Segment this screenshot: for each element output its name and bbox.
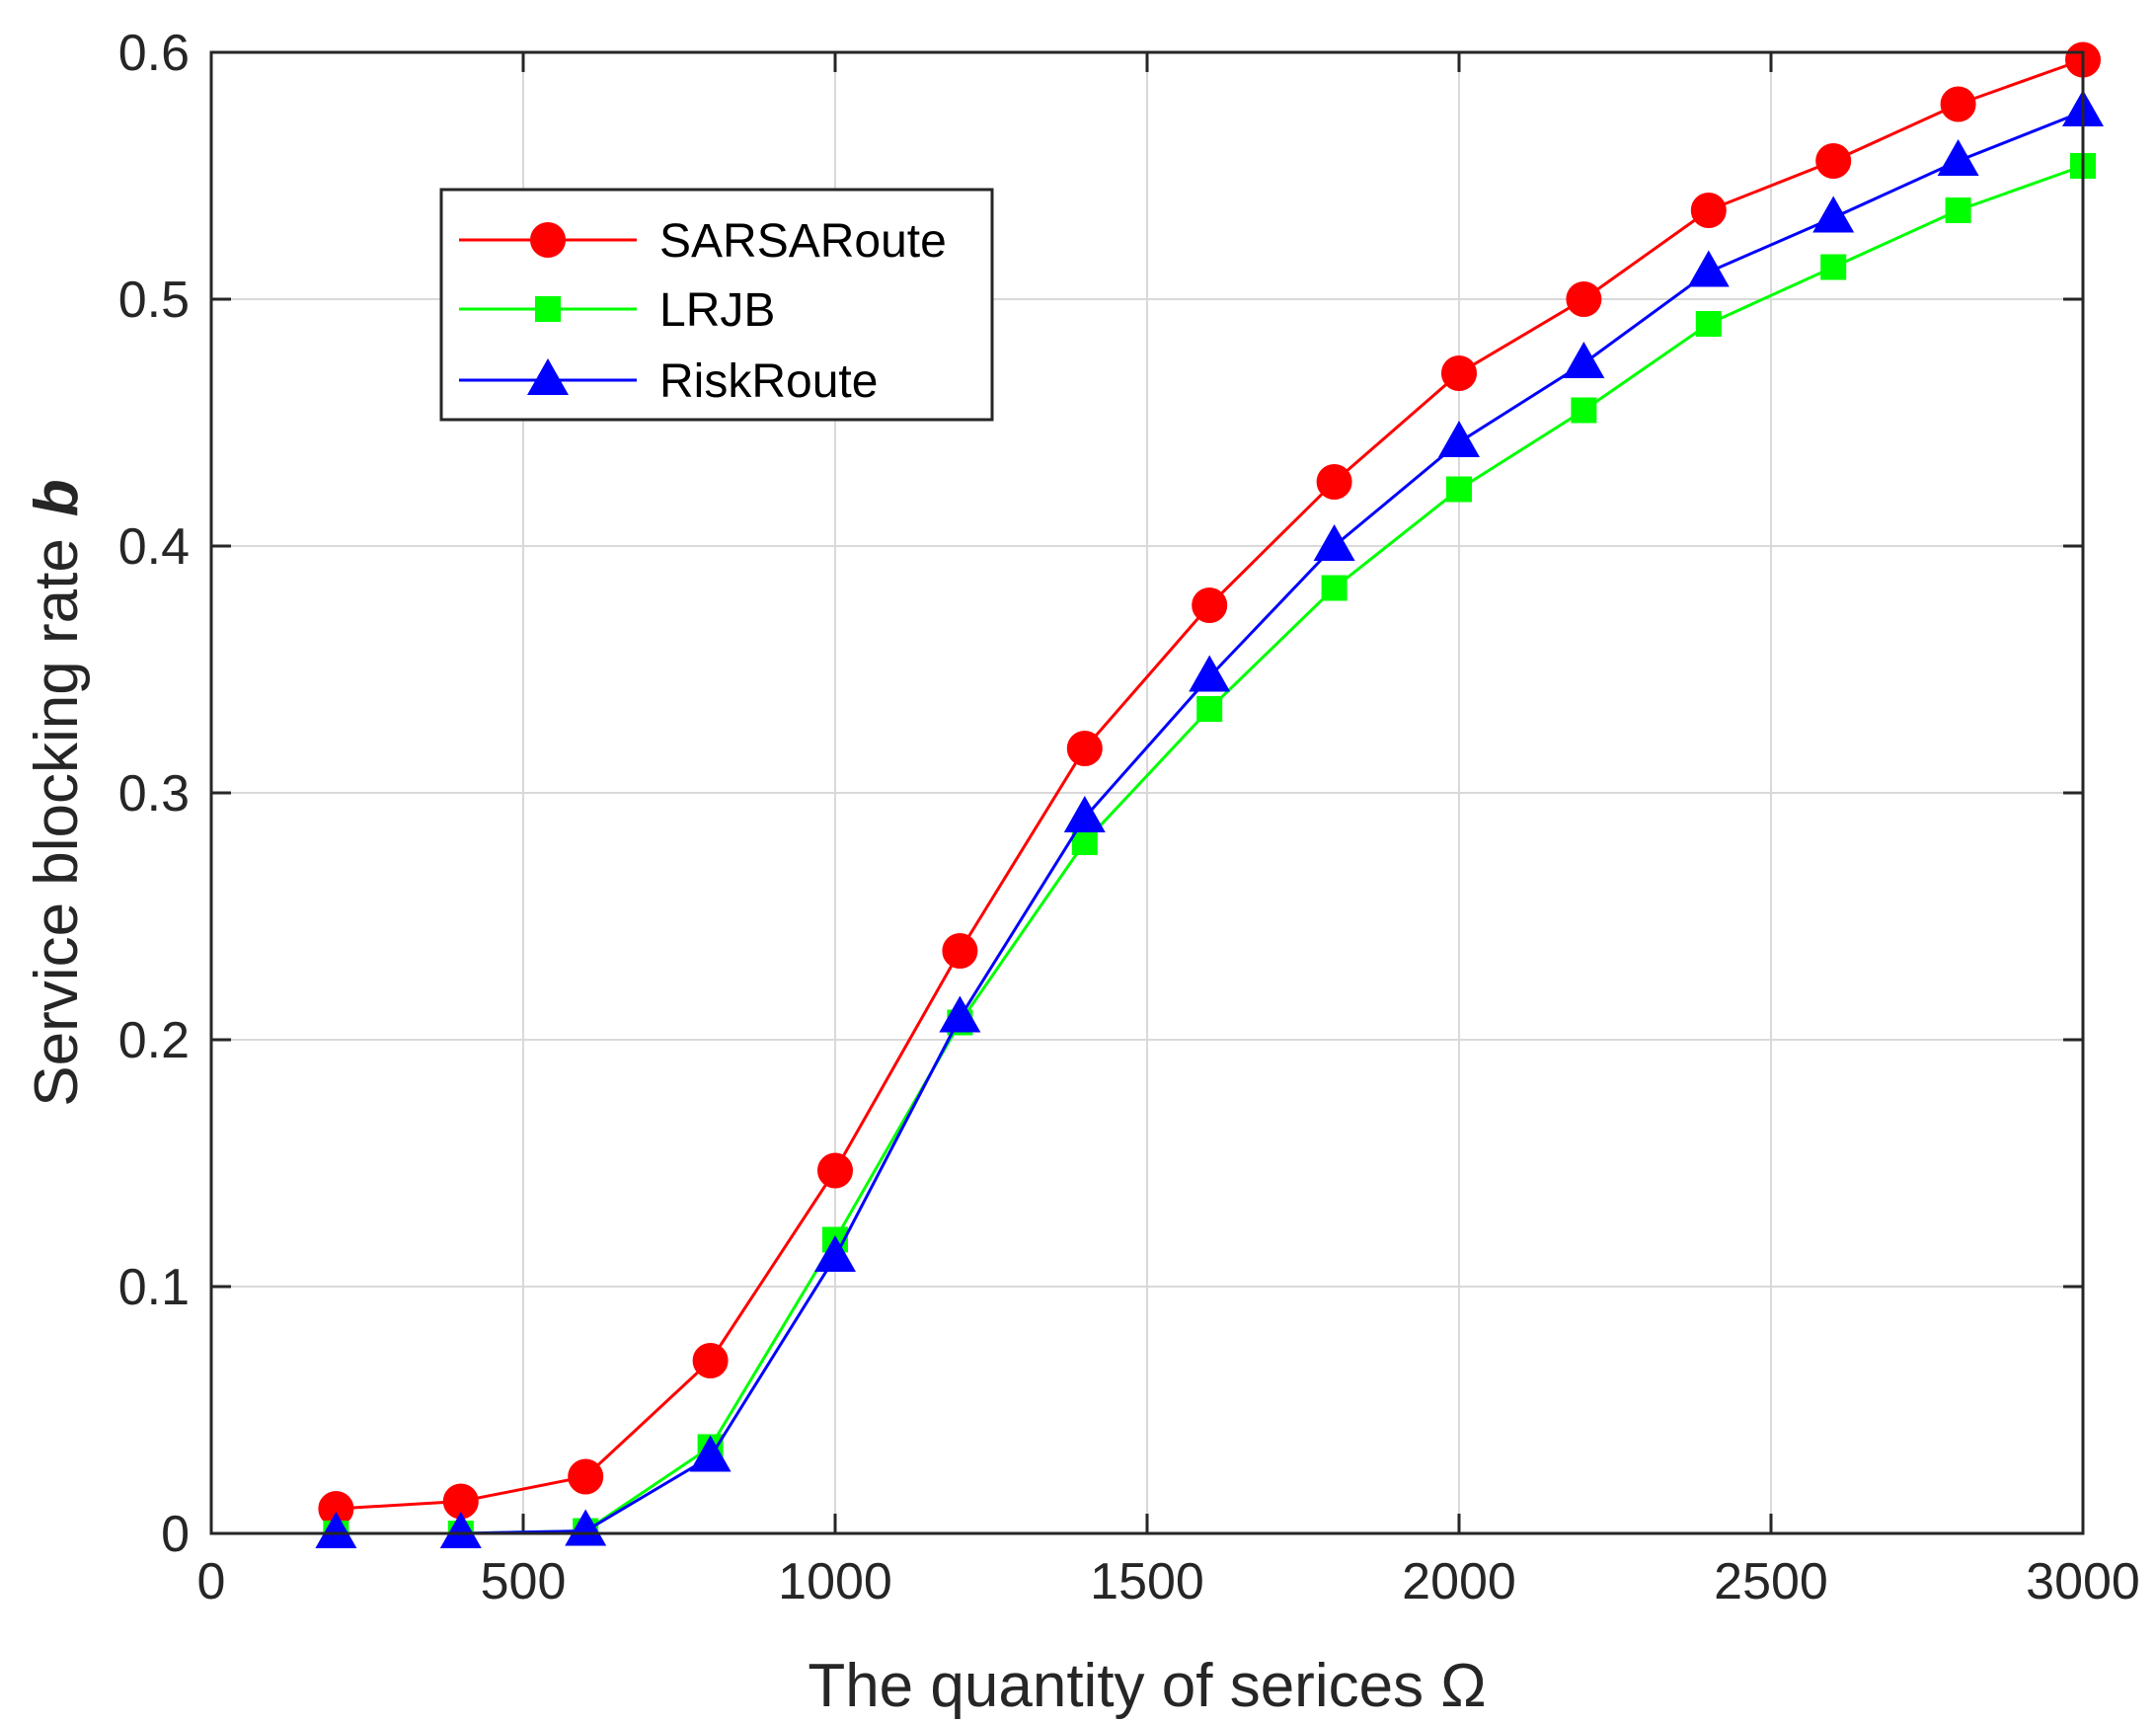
legend-marker-riskroute [527, 358, 569, 395]
legend-marker-sarsaroute [530, 222, 566, 258]
x-tick-labels: 0 500 1000 1500 2000 2500 3000 [197, 1553, 2140, 1610]
y-tick-label: 0.3 [118, 765, 190, 823]
data-point-lrjb [1695, 311, 1722, 337]
legend-label-lrjb: LRJB [659, 284, 775, 337]
data-point-riskroute [1563, 342, 1605, 378]
data-point-sarsaroute [1815, 143, 1852, 179]
x-tick-label: 2000 [1402, 1553, 1516, 1610]
data-point-lrjb [1321, 575, 1348, 601]
data-point-sarsaroute [568, 1458, 604, 1495]
data-point-riskroute [565, 1509, 607, 1546]
x-tick-label: 3000 [2026, 1553, 2140, 1610]
y-tick-label: 0.2 [118, 1012, 190, 1069]
data-point-sarsaroute [817, 1152, 853, 1189]
legend-label-sarsaroute: SARSARoute [659, 215, 947, 268]
x-tick-label: 1000 [778, 1553, 892, 1610]
legend-marker-lrjb [535, 296, 561, 322]
data-point-sarsaroute [692, 1343, 729, 1378]
data-point-lrjb [1196, 696, 1223, 722]
data-point-riskroute [689, 1435, 732, 1472]
data-point-lrjb [1820, 254, 1847, 280]
data-point-riskroute [315, 1512, 357, 1548]
data-point-riskroute [439, 1512, 482, 1548]
data-point-riskroute [1063, 796, 1106, 832]
y-tick-label: 0 [161, 1506, 190, 1563]
legend: SARSARoute LRJB RiskRoute [439, 188, 994, 422]
x-tick-label: 500 [481, 1553, 567, 1610]
data-point-riskroute [1438, 421, 1480, 457]
legend-label-riskroute: RiskRoute [659, 355, 878, 408]
data-point-sarsaroute [1690, 193, 1727, 228]
data-point-lrjb [1571, 397, 1597, 424]
series-lines [315, 41, 2104, 1548]
data-point-riskroute [814, 1235, 856, 1272]
data-point-lrjb [1945, 197, 1971, 223]
x-tick-label: 1500 [1090, 1553, 1204, 1610]
y-tick-label: 0.6 [118, 25, 190, 82]
data-point-riskroute [1812, 196, 1855, 233]
grid-lines [211, 52, 2083, 1533]
data-point-sarsaroute [1316, 464, 1352, 500]
data-point-sarsaroute [942, 933, 978, 969]
data-point-riskroute [1189, 655, 1231, 692]
y-tick-labels: 0 0.1 0.2 0.3 0.4 0.5 0.6 [118, 25, 190, 1563]
data-point-lrjb [1446, 476, 1472, 503]
plot-frame [209, 50, 2085, 1535]
x-axis-label: The quantity of serices Ω [808, 1652, 1486, 1720]
y-tick-label: 0.5 [118, 272, 190, 329]
data-point-sarsaroute [1940, 86, 1976, 122]
data-point-riskroute [1937, 139, 1979, 176]
data-point-sarsaroute [1192, 588, 1228, 623]
y-axis-label-symbol: b [23, 479, 91, 516]
data-point-riskroute [1313, 524, 1355, 561]
x-tick-label: 2500 [1714, 1553, 1828, 1610]
data-point-riskroute [939, 995, 981, 1033]
y-tick-label: 0.4 [118, 518, 190, 576]
data-point-sarsaroute [1566, 281, 1602, 317]
y-tick-label: 0.1 [118, 1259, 190, 1316]
data-point-sarsaroute [1441, 355, 1477, 391]
y-axis-label: Service blocking rate b [23, 479, 91, 1106]
data-point-riskroute [1687, 250, 1730, 287]
x-tick-label: 0 [197, 1553, 226, 1610]
data-point-sarsaroute [1066, 731, 1103, 766]
y-axis-label-main: Service blocking rate [23, 538, 91, 1107]
